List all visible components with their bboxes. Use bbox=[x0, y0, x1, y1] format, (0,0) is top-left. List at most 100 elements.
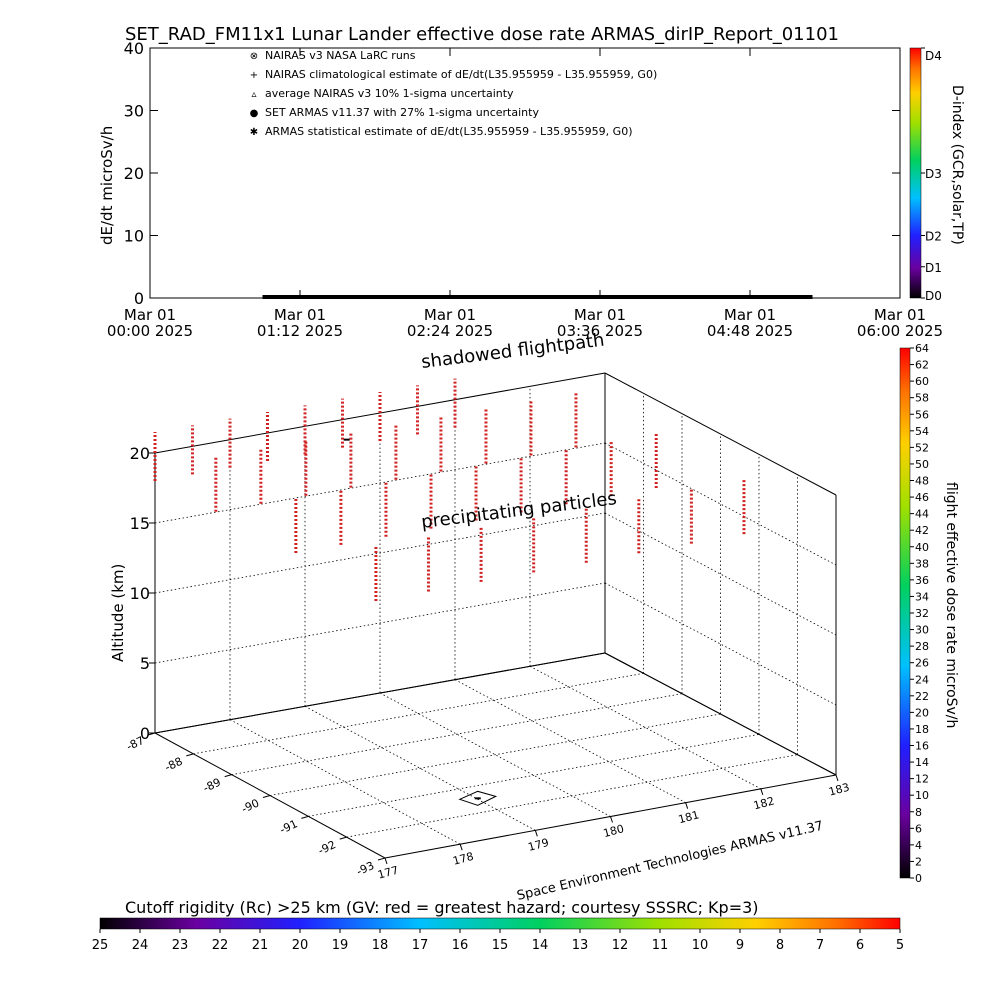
longitude-tick-mark bbox=[835, 774, 839, 782]
dose-rate-tick-label: 64 bbox=[915, 342, 929, 355]
dose-rate-tick-label: 48 bbox=[915, 475, 929, 488]
y-tick-label: 30 bbox=[124, 102, 144, 121]
credit-text: Space Environment Technologies ARMAS v11… bbox=[516, 819, 825, 904]
dose-rate-tick-label: 54 bbox=[915, 425, 929, 438]
floor-gridline-lat bbox=[193, 672, 644, 755]
dose-rate-tick-label: 12 bbox=[915, 773, 929, 786]
dose-rate-tick-label: 58 bbox=[915, 392, 929, 405]
cutoff-rigidity-tick-label: 8 bbox=[776, 938, 784, 953]
y-tick-label: 40 bbox=[124, 39, 144, 58]
altitude-tick-label: 15 bbox=[130, 514, 150, 533]
d-index-tick-label: D3 bbox=[925, 167, 942, 181]
d-index-label: D-index (GCR,solar,TP) bbox=[949, 85, 965, 245]
d-index-tick-label: D4 bbox=[925, 49, 942, 63]
dose-rate-tick-label: 40 bbox=[915, 541, 929, 554]
floor-gridline-lat bbox=[346, 754, 798, 838]
longitude-tick-label: 180 bbox=[602, 822, 626, 840]
three-d-panel: 0 5 10 15 20 Altitude (km) -87-88-89-90-91-9… bbox=[92, 330, 959, 953]
dose-rate-tick-label: 38 bbox=[915, 557, 929, 570]
cutoff-rigidity-tick-label: 19 bbox=[332, 938, 349, 953]
cutoff-rigidity-tick-label: 16 bbox=[452, 938, 469, 953]
cutoff-rigidity-tick-label: 5 bbox=[896, 938, 904, 953]
floor-gridline-lat bbox=[308, 733, 760, 817]
cutoff-rigidity-tick-label: 6 bbox=[856, 938, 864, 953]
legend-symbol: ● bbox=[250, 108, 259, 119]
altitude-ticks: 0 5 10 15 20 bbox=[130, 444, 155, 743]
d-index-tick-label: D1 bbox=[925, 261, 942, 275]
longitude-tick-mark bbox=[534, 830, 538, 837]
longitude-tick-label: 177 bbox=[376, 864, 400, 882]
d-index-colorbar bbox=[909, 47, 922, 299]
dose-rate-tick-label: 0 bbox=[915, 872, 922, 885]
legend-entry: average NAIRAS v3 10% 1-sigma uncertaint… bbox=[265, 87, 514, 100]
dose-rate-tick-label: 46 bbox=[915, 491, 929, 504]
floor-gridline-lat bbox=[269, 713, 721, 796]
top-y-axis-label: dE/dt microSv/h bbox=[98, 126, 116, 245]
legend-symbol: + bbox=[250, 70, 258, 81]
x-tick-label-date: Mar 01 bbox=[274, 306, 326, 324]
dose-rate-tick-label: 14 bbox=[915, 756, 929, 769]
longitude-tick-mark bbox=[760, 788, 764, 795]
altitude-tick-label: 10 bbox=[130, 584, 150, 603]
three-d-frame bbox=[154, 372, 837, 859]
cutoff-rigidity-tick-label: 25 bbox=[92, 938, 109, 953]
cutoff-rigidity-tick-label: 15 bbox=[492, 938, 509, 953]
altitude-axis-label: Altitude (km) bbox=[109, 564, 127, 662]
cutoff-rigidity-tick-label: 10 bbox=[692, 938, 709, 953]
longitude-tick-label: 181 bbox=[677, 808, 701, 826]
cutoff-rigidity-tick-label: 20 bbox=[292, 938, 309, 953]
latitude-ticks: -87-88-89-90-91-92-93 bbox=[124, 732, 386, 878]
dose-rate-tick-label: 36 bbox=[915, 574, 929, 587]
legend-symbol: ⊗ bbox=[250, 51, 258, 62]
dose-rate-tick-label: 24 bbox=[915, 673, 929, 686]
cutoff-rigidity-tick-label: 23 bbox=[172, 938, 189, 953]
d-index-ticks: D0 D1 D2 D3 D4 bbox=[921, 47, 942, 303]
dose-rate-tick-label: 20 bbox=[915, 706, 929, 719]
dose-rate-colorbar bbox=[899, 347, 911, 879]
dose-rate-tick-label: 10 bbox=[915, 789, 929, 802]
legend-entry: NAIRAS v3 NASA LaRC runs bbox=[265, 49, 416, 62]
dose-rate-tick-label: 26 bbox=[915, 657, 929, 670]
dose-rate-tick-label: 62 bbox=[915, 359, 929, 372]
x-tick-label-time: 06:00 2025 bbox=[857, 322, 943, 340]
cutoff-rigidity-tick-label: 14 bbox=[532, 938, 549, 953]
altitude-tick-label: 0 bbox=[140, 724, 150, 743]
dose-rate-label: flight effective dose rate microSv/h bbox=[943, 482, 959, 728]
x-tick-label-time: 03:36 2025 bbox=[557, 322, 643, 340]
dose-rate-tick-label: 16 bbox=[915, 740, 929, 753]
longitude-tick-label: 178 bbox=[451, 850, 475, 868]
annotation-precipitating-particles: precipitating particles bbox=[420, 488, 618, 533]
longitude-tick-mark bbox=[459, 844, 463, 851]
latitude-tick-mark bbox=[301, 815, 309, 819]
d-index-tick-label: D2 bbox=[925, 230, 942, 244]
longitude-tick-label: 182 bbox=[752, 794, 776, 812]
cutoff-rigidity-tick-label: 11 bbox=[652, 938, 669, 953]
cutoff-rigidity-tick-label: 13 bbox=[572, 938, 589, 953]
cutoff-rigidity-label: Cutoff rigidity (Rc) >25 km (GV: red = g… bbox=[125, 898, 759, 917]
dose-rate-tick-label: 50 bbox=[915, 458, 929, 471]
back-wall-gridline bbox=[154, 442, 606, 524]
cutoff-rigidity-tick-label: 9 bbox=[736, 938, 744, 953]
dose-rate-tick-label: 6 bbox=[915, 822, 922, 835]
x-tick-label-date: Mar 01 bbox=[574, 306, 626, 324]
x-tick-label-time: 01:12 2025 bbox=[257, 322, 343, 340]
legend-entry: SET ARMAS v11.37 with 27% 1-sigma uncert… bbox=[265, 106, 539, 119]
dose-rate-tick-label: 32 bbox=[915, 607, 929, 620]
cutoff-rigidity-tick-label: 24 bbox=[132, 938, 149, 953]
latitude-tick-mark bbox=[262, 795, 271, 798]
y-tick-label: 20 bbox=[124, 164, 144, 183]
dose-rate-tick-label: 44 bbox=[915, 508, 929, 521]
legend-symbol: ✱ bbox=[250, 127, 258, 138]
cutoff-rigidity-tick-label: 12 bbox=[612, 938, 629, 953]
latitude-tick-mark bbox=[186, 753, 194, 757]
longitude-ticks: 177 178 179 180 181 182 183 bbox=[376, 774, 851, 882]
chart-title: SET_RAD_FM11x1 Lunar Lander effective do… bbox=[125, 24, 839, 45]
cutoff-rigidity-tick-label: 21 bbox=[252, 938, 269, 953]
longitude-tick-mark bbox=[384, 857, 388, 865]
longitude-tick-mark bbox=[610, 816, 613, 823]
y-tick-label: 0 bbox=[134, 289, 144, 308]
longitude-tick-label: 183 bbox=[827, 781, 851, 799]
latitude-tick-label: -91 bbox=[278, 817, 300, 836]
